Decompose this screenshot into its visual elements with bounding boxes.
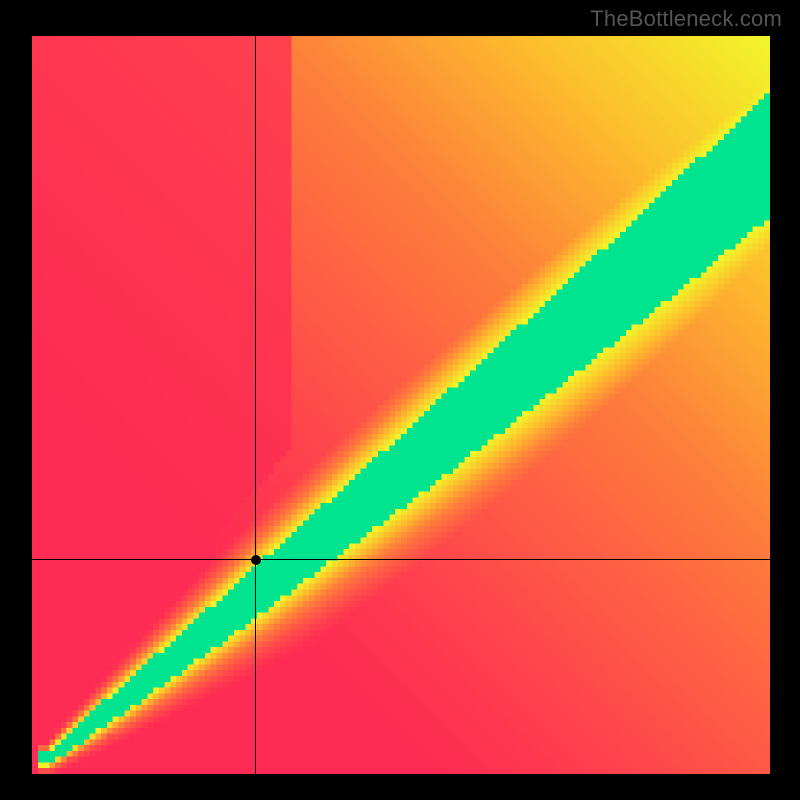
figure-root: TheBottleneck.com <box>0 0 800 800</box>
plot-area <box>32 36 770 774</box>
attribution-text: TheBottleneck.com <box>590 6 782 32</box>
heatmap-canvas <box>32 36 770 774</box>
